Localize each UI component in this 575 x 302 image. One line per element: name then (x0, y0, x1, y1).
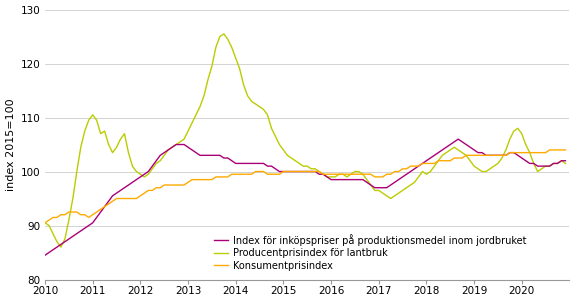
Y-axis label: index 2015=100: index 2015=100 (6, 98, 16, 191)
Legend: Index för inköpspriser på produktionsmedel inom jordbruket, Producentprisindex f: Index för inköpspriser på produktionsmed… (210, 230, 531, 275)
